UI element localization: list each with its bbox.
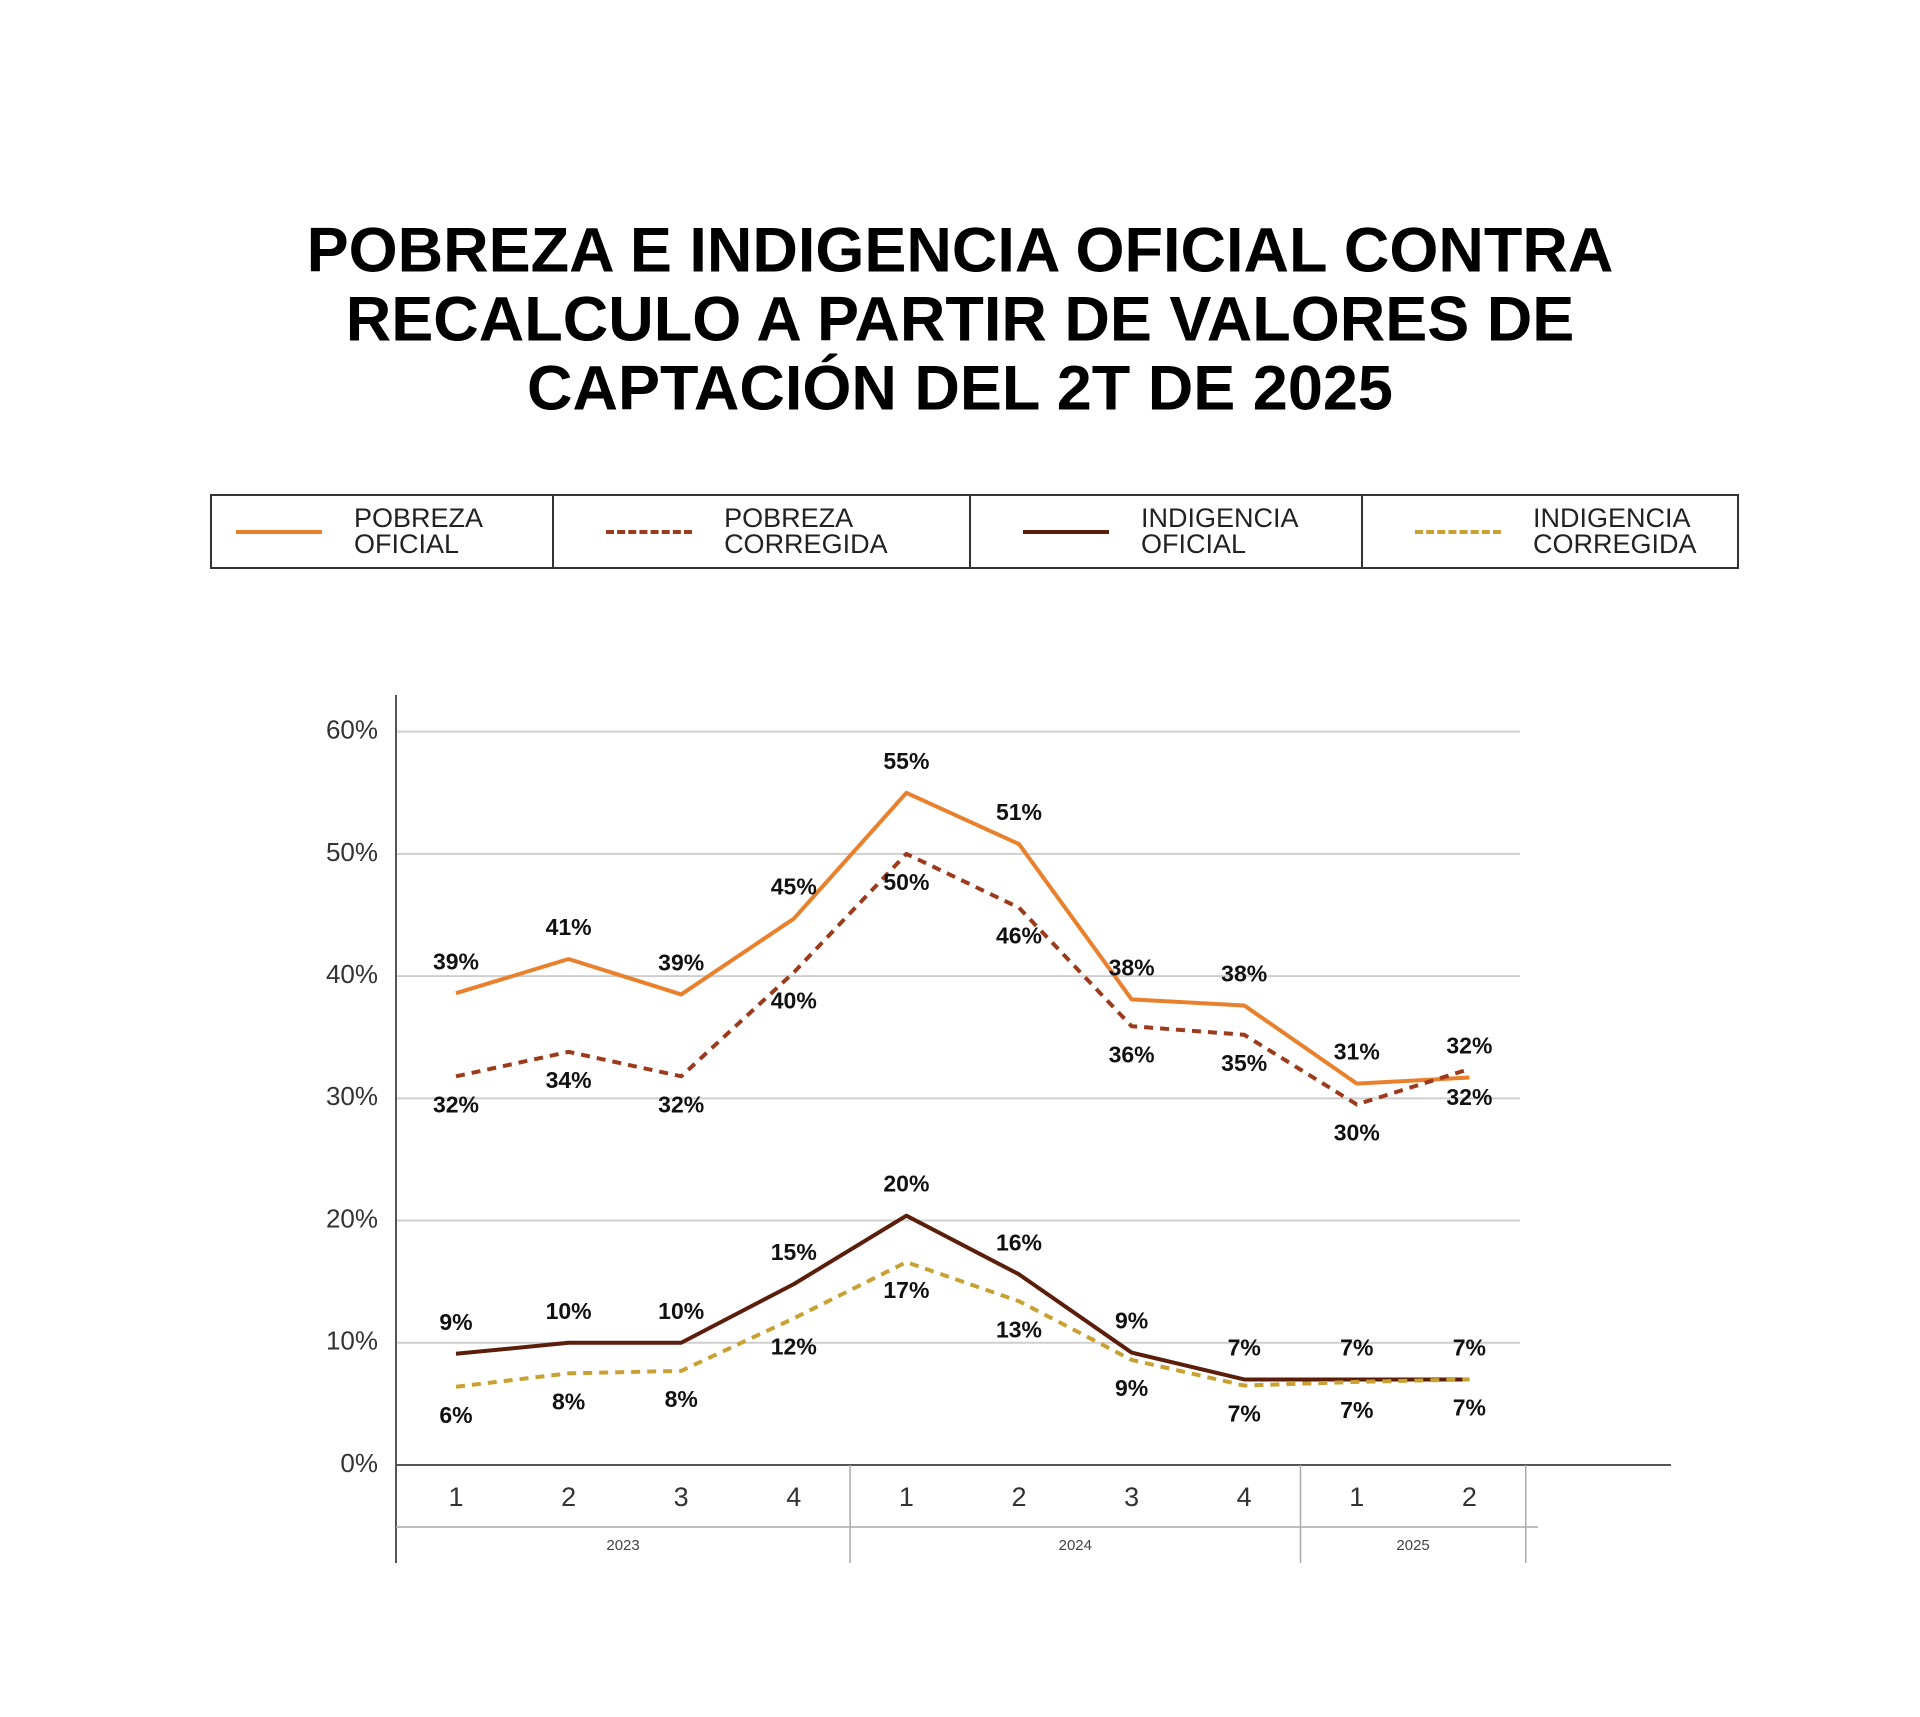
data-label: 34% [546,1067,592,1093]
data-label: 46% [996,923,1042,949]
data-label: 7% [1340,1335,1373,1361]
legend: POBREZA OFICIAL POBREZA CORREGIDA INDIGENC… [210,494,1739,569]
data-label: 7% [1340,1397,1373,1423]
data-label: 55% [883,748,929,774]
series-line [455,851,1471,1107]
y-tick-label: 10% [326,1326,378,1356]
chart-title: POBREZA E INDIGENCIA OFICIAL CONTRA [307,216,1614,286]
x-tick-label: 3 [1124,1482,1139,1512]
legend-label: INDIGENCIA OFICIAL [1140,502,1298,559]
data-label: 6% [439,1402,472,1428]
chart-title: RECALCULO A PARTIR DE VALORES DE [346,285,1575,355]
data-label: 30% [1334,1120,1380,1146]
data-label: 12% [771,1333,817,1359]
data-label: 31% [1334,1039,1380,1065]
legend-item: INDIGENCIA CORREGIDA [1363,496,1737,567]
data-label: 17% [883,1277,929,1303]
legend-label: POBREZA OFICIAL [354,502,482,559]
legend-item: POBREZA OFICIAL [212,496,555,567]
data-label: 13% [996,1316,1042,1342]
data-label: 10% [658,1298,704,1324]
y-tick-label: 20% [326,1203,378,1233]
data-label: 36% [1109,1041,1155,1067]
legend-swatch [606,529,693,534]
data-label: 32% [1446,1084,1492,1110]
data-label: 38% [1109,954,1155,980]
data-label: 41% [546,914,592,940]
x-tick-label: 3 [674,1482,689,1512]
y-tick-label: 40% [326,959,378,989]
data-label: 9% [1115,1375,1148,1401]
data-label: 7% [1453,1395,1486,1421]
data-label: 32% [433,1091,479,1117]
legend-swatch [1022,529,1109,534]
x-tick-label: 2 [1011,1482,1026,1512]
data-label: 9% [1115,1308,1148,1334]
legend-item: INDIGENCIA OFICIAL [971,496,1363,567]
year-label: 2025 [1396,1537,1429,1554]
series-line [455,1260,1470,1389]
data-label: 39% [658,950,704,976]
y-tick-label: 0% [340,1448,378,1478]
data-label: 9% [439,1309,472,1335]
data-label: 7% [1228,1401,1261,1427]
legend-item: POBREZA CORREGIDA [554,496,971,567]
data-label: 32% [658,1091,704,1117]
chart-title: CAPTACIÓN DEL 2T DE 2025 [527,354,1393,424]
data-label: 45% [771,874,817,900]
data-label: 8% [552,1388,585,1414]
year-label: 2024 [1059,1537,1092,1554]
data-label: 40% [771,988,817,1014]
x-tick-label: 2 [1462,1482,1477,1512]
data-label: 16% [996,1229,1042,1255]
data-label: 10% [546,1298,592,1324]
data-label: 15% [771,1239,817,1265]
data-label: 32% [1446,1033,1492,1059]
data-label: 8% [665,1386,698,1412]
y-tick-label: 60% [326,715,378,745]
x-tick-label: 4 [786,1482,801,1512]
x-tick-label: 1 [448,1482,463,1512]
data-label: 51% [996,799,1042,825]
data-label: 39% [433,948,479,974]
x-tick-label: 1 [899,1482,914,1512]
data-label: 50% [883,869,929,895]
y-tick-label: 50% [326,837,378,867]
x-tick-label: 2 [561,1482,576,1512]
legend-swatch [1414,529,1501,534]
data-label: 20% [883,1171,929,1197]
x-tick-label: 1 [1349,1482,1364,1512]
legend-label: POBREZA CORREGIDA [724,502,888,559]
data-label: 35% [1221,1050,1267,1076]
data-label: 7% [1228,1335,1261,1361]
y-tick-label: 30% [326,1081,378,1111]
series-line [455,1213,1470,1382]
x-tick-label: 4 [1237,1482,1252,1512]
legend-label: INDIGENCIA CORREGIDA [1532,502,1697,559]
data-label: 7% [1453,1335,1486,1361]
data-label: 38% [1221,961,1267,987]
legend-swatch [236,529,322,534]
year-label: 2023 [606,1537,639,1554]
series-line [455,790,1470,1086]
